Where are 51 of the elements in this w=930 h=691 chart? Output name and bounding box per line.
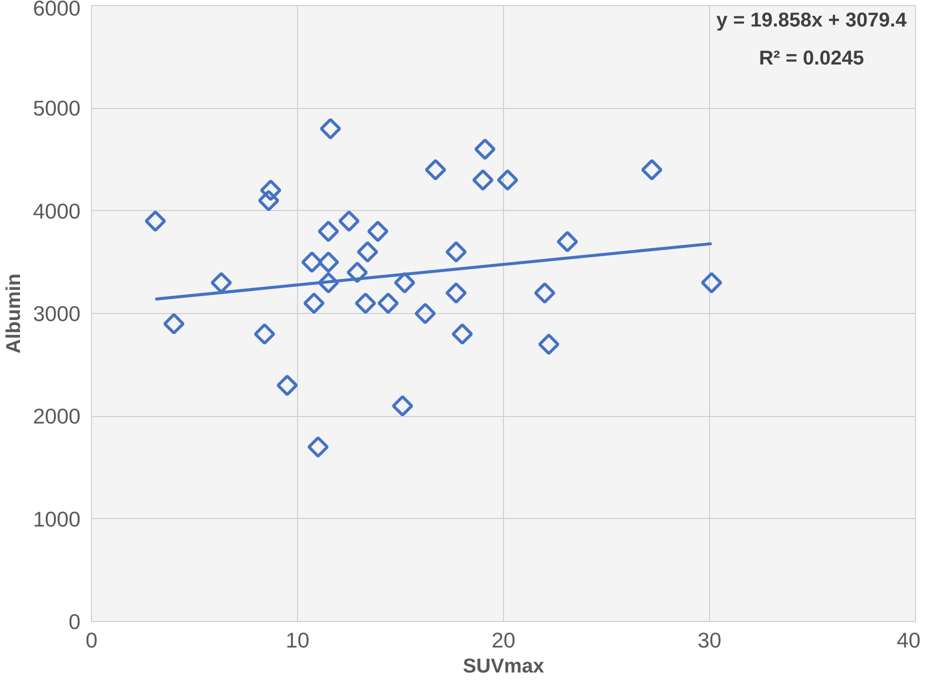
y-tick-label: 3000 bbox=[33, 302, 81, 326]
x-tick-label: 0 bbox=[86, 628, 98, 652]
point bbox=[496, 169, 518, 191]
y-axis-title: Albumin bbox=[3, 273, 26, 354]
point bbox=[445, 241, 467, 263]
x-tick-label: 30 bbox=[698, 628, 722, 652]
point bbox=[301, 251, 323, 273]
point bbox=[318, 251, 340, 273]
y-tick-label: 5000 bbox=[33, 96, 81, 121]
point bbox=[346, 262, 368, 284]
point bbox=[445, 282, 467, 304]
point bbox=[254, 323, 276, 345]
point bbox=[307, 436, 329, 458]
point bbox=[258, 190, 280, 212]
point bbox=[356, 241, 378, 263]
y-tick-label: 1000 bbox=[33, 507, 81, 532]
point bbox=[260, 180, 282, 201]
annotation: R² = 0.0245 bbox=[758, 48, 864, 70]
x-tick-label: 40 bbox=[896, 628, 921, 652]
point bbox=[474, 138, 496, 160]
point bbox=[538, 334, 560, 355]
x-axis-title: SUVmax bbox=[462, 656, 544, 678]
point bbox=[641, 159, 663, 180]
point bbox=[377, 292, 399, 314]
point bbox=[452, 323, 473, 345]
annotation: y = 19.858x + 3079.4 bbox=[716, 10, 908, 32]
point bbox=[163, 313, 185, 334]
y-tick-label: 0 bbox=[68, 610, 81, 634]
point bbox=[534, 282, 556, 304]
point bbox=[394, 272, 416, 294]
point bbox=[318, 272, 340, 294]
point bbox=[700, 272, 722, 294]
point bbox=[303, 292, 325, 314]
point bbox=[392, 395, 414, 417]
point bbox=[210, 272, 232, 294]
point bbox=[320, 118, 342, 140]
point bbox=[318, 220, 340, 242]
point bbox=[414, 302, 436, 324]
x-tick-label: 20 bbox=[492, 628, 516, 652]
point bbox=[338, 210, 360, 232]
x-tick-label: 10 bbox=[286, 628, 310, 652]
point bbox=[556, 230, 578, 252]
point bbox=[276, 374, 298, 396]
y-tick-label: 4000 bbox=[33, 199, 81, 224]
point bbox=[144, 210, 166, 232]
y-tick-label: 6000 bbox=[33, 0, 81, 20]
point bbox=[472, 169, 494, 191]
y-tick-label: 2000 bbox=[33, 404, 81, 429]
point bbox=[424, 159, 446, 180]
point bbox=[367, 220, 389, 242]
point bbox=[354, 292, 376, 314]
